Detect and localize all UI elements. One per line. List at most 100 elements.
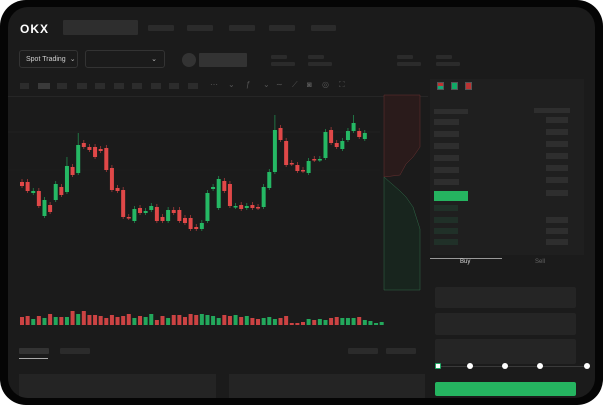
candle	[36, 191, 41, 206]
bid-price	[434, 217, 458, 223]
volume-bar	[20, 317, 24, 325]
total-input[interactable]	[435, 339, 576, 364]
stat	[436, 55, 452, 59]
volume-bar	[295, 323, 300, 325]
line-tool-icon[interactable]: ⋯	[210, 80, 218, 89]
stat	[271, 55, 287, 59]
chevron-down-icon[interactable]: ⌄	[263, 80, 270, 89]
fullscreen-icon[interactable]: ⛶	[339, 80, 345, 89]
ask-size	[546, 177, 568, 183]
interval-button-active[interactable]	[38, 83, 50, 89]
slider-step[interactable]	[537, 363, 543, 369]
interval-button[interactable]	[57, 83, 67, 89]
nav-item[interactable]	[148, 25, 174, 31]
ask-price	[434, 155, 459, 161]
tab-underline	[430, 258, 502, 259]
nav-item[interactable]	[187, 25, 213, 31]
filter-button[interactable]	[348, 348, 378, 354]
buy-button[interactable]	[435, 382, 576, 396]
volume-bar	[143, 317, 148, 325]
volume-bar	[138, 316, 143, 325]
ask-size	[546, 165, 568, 171]
candle	[244, 206, 249, 208]
volume-bar	[317, 319, 322, 325]
volume-bar	[211, 316, 216, 325]
price-chart[interactable]	[8, 7, 595, 398]
filter-button[interactable]	[386, 348, 416, 354]
interval-button[interactable]	[20, 83, 29, 89]
interval-button[interactable]	[151, 83, 161, 89]
amount-input[interactable]	[435, 313, 576, 335]
price-input[interactable]	[435, 287, 576, 308]
candle	[194, 227, 199, 229]
interval-button[interactable]	[114, 83, 124, 89]
interval-button[interactable]	[132, 83, 142, 89]
candle	[121, 190, 126, 217]
pair-select[interactable]: ⌄	[85, 50, 165, 68]
stat	[308, 55, 324, 59]
divider	[8, 96, 428, 97]
candle	[345, 131, 350, 140]
candle	[239, 205, 244, 209]
ask-size	[546, 153, 568, 159]
volume-bar	[329, 318, 334, 325]
volume-bar	[205, 315, 210, 325]
candle	[227, 184, 232, 206]
amount-slider-track[interactable]	[438, 366, 588, 367]
camera-icon[interactable]: ◙	[307, 80, 312, 89]
ruler-icon[interactable]: ⟋	[292, 80, 298, 89]
ask-price	[434, 167, 459, 173]
volume-bar	[272, 319, 277, 325]
candle	[87, 147, 92, 150]
candle	[104, 148, 109, 170]
interval-button[interactable]	[169, 83, 179, 89]
candle	[115, 188, 120, 191]
candle	[31, 191, 36, 193]
nav-item[interactable]	[269, 25, 295, 31]
ask-price	[434, 143, 459, 149]
ask-size	[546, 117, 568, 123]
volume-bar	[76, 314, 81, 325]
volume-bar	[379, 322, 384, 325]
market-select[interactable]: Spot Trading ⌄	[19, 50, 78, 68]
search-bar[interactable]	[63, 20, 138, 35]
slider-step[interactable]	[467, 363, 473, 369]
interval-button[interactable]	[188, 83, 198, 89]
candle	[138, 208, 143, 213]
candle	[143, 211, 148, 213]
candle	[59, 187, 64, 195]
order-book-bids-icon[interactable]	[451, 82, 458, 90]
interval-button[interactable]	[77, 83, 87, 89]
slider-handle[interactable]	[435, 363, 441, 369]
volume-bar	[357, 317, 362, 325]
volume-bar	[177, 315, 182, 325]
order-book-both-icon[interactable]	[437, 82, 444, 90]
okx-logo: OKX	[20, 22, 50, 36]
slider-step[interactable]	[584, 363, 590, 369]
interval-button[interactable]	[95, 83, 105, 89]
tab-buy[interactable]: Buy	[460, 259, 471, 265]
order-book-asks-icon[interactable]	[465, 82, 472, 90]
nav-item[interactable]	[311, 25, 336, 31]
tab-sell[interactable]: Sell	[535, 259, 546, 265]
tab-order-history[interactable]	[60, 348, 90, 354]
pair-price	[199, 53, 247, 67]
settings-icon[interactable]: ◎	[322, 80, 329, 89]
volume-bar	[194, 315, 199, 325]
bid-price	[434, 228, 458, 234]
indicator-icon[interactable]: ƒ	[246, 80, 251, 89]
assets-panel	[229, 374, 425, 398]
last-price	[434, 191, 468, 201]
slider-step[interactable]	[502, 363, 508, 369]
candle	[81, 143, 86, 147]
candle	[278, 128, 283, 140]
line-tool-icon[interactable]: ∼	[276, 80, 283, 89]
candle	[64, 166, 69, 192]
chevron-down-icon[interactable]: ⌄	[228, 80, 235, 89]
coin-icon	[182, 53, 196, 67]
tab-underline	[19, 358, 48, 359]
bid-size	[546, 217, 568, 223]
nav-item[interactable]	[229, 25, 255, 31]
tab-open-orders[interactable]	[19, 348, 49, 354]
candle	[25, 182, 30, 191]
